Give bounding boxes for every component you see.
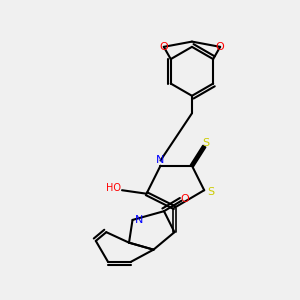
Text: O: O xyxy=(181,194,189,204)
Text: N: N xyxy=(156,155,165,166)
Text: S: S xyxy=(202,138,209,148)
Text: O: O xyxy=(159,42,168,52)
Text: O: O xyxy=(216,42,224,52)
Text: S: S xyxy=(208,187,215,197)
Text: HO: HO xyxy=(106,184,121,194)
Text: N: N xyxy=(135,215,143,225)
